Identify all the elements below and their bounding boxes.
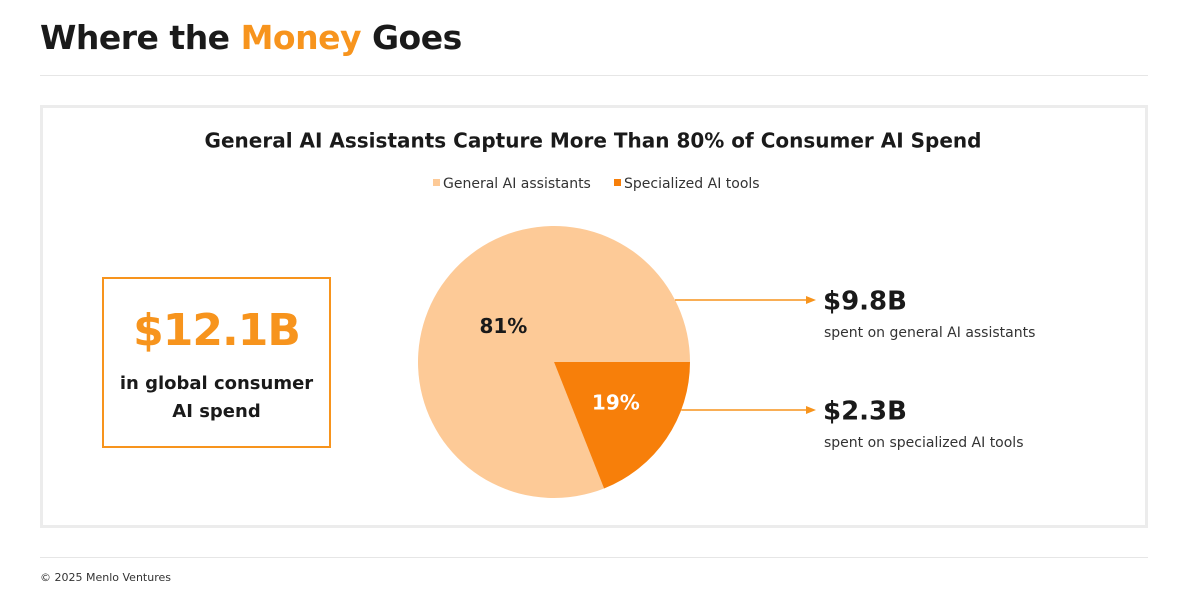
summary-text: in global consumer AI spend: [119, 373, 314, 422]
callout-value: $2.3B: [823, 397, 907, 427]
footer: © 2025 Menlo Ventures: [40, 571, 171, 584]
slice-label: 81%: [479, 314, 527, 338]
title-part: Where the: [40, 18, 241, 57]
divider: [40, 75, 1148, 76]
legend-swatch: [614, 179, 621, 186]
callout-text: spent on specialized AI tools: [824, 435, 1024, 451]
arrow-head: [806, 406, 816, 414]
title-highlight: Money: [240, 18, 362, 57]
slice-label: 19%: [592, 391, 640, 415]
title-part: Goes: [360, 18, 462, 57]
divider: [40, 557, 1148, 558]
legend-label: General AI assistants: [443, 176, 591, 192]
arrow-head: [806, 296, 816, 304]
callout-value: $9.8B: [823, 287, 907, 317]
callout-text: spent on general AI assistants: [824, 325, 1035, 341]
legend-label: Specialized AI tools: [624, 176, 760, 192]
page-title: Where the Money Goes: [40, 18, 462, 57]
summary-value: $12.1B: [133, 305, 301, 356]
chart-panel: [40, 105, 1148, 528]
summary-box: $12.1B in global consumer AI spend: [102, 277, 331, 448]
chart-title: General AI Assistants Capture More Than …: [205, 129, 982, 153]
legend-swatch: [433, 179, 440, 186]
pie-slice: [554, 362, 690, 489]
pie-slice: [417, 226, 690, 499]
